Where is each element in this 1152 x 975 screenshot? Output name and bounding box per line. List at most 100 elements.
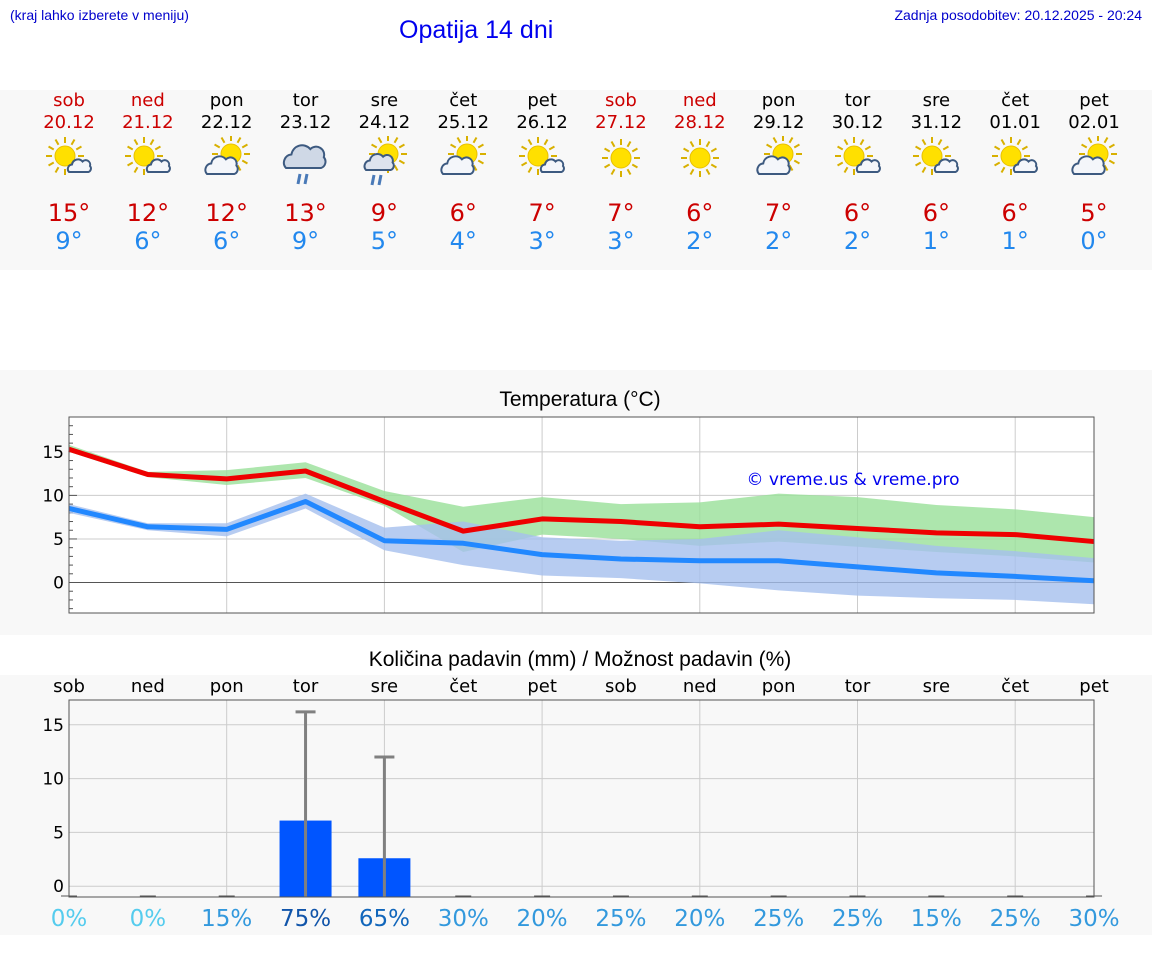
day-name: ned — [130, 90, 165, 111]
min-temp: 9° — [55, 227, 83, 255]
weather-icon — [756, 136, 802, 175]
partly-cloudy-icon — [756, 136, 802, 175]
probability-label: 25% — [990, 906, 1041, 932]
weather-icon — [46, 137, 92, 175]
weather-icon — [1071, 136, 1118, 175]
weather-icon — [519, 137, 566, 175]
y-tick-label: 5 — [53, 823, 64, 843]
probability-label: 25% — [832, 906, 883, 932]
day-name: tor — [844, 90, 871, 111]
category-label: čet — [449, 676, 477, 697]
max-temp: 7° — [528, 199, 556, 227]
max-temp: 7° — [765, 199, 793, 227]
watermark: © vreme.us & vreme.pro — [746, 470, 959, 490]
sun-cloud-icon — [519, 137, 566, 175]
day-date: 24.12 — [358, 112, 411, 133]
temperature-chart-title: Temperatura (°C) — [499, 388, 661, 411]
forecast-strip: sob 20.12 15° 9° ned 21.12 12° 6° pon 22.12 12° 6° t… — [0, 90, 1152, 270]
weather-icon — [204, 136, 250, 175]
probability-label: 0% — [130, 906, 167, 932]
probability-label: 0% — [51, 906, 88, 932]
y-tick-label: 15 — [42, 443, 64, 463]
day-date: 20.12 — [43, 112, 95, 133]
max-temp: 9° — [370, 199, 399, 227]
day-name: tor — [292, 90, 319, 111]
day-date: 29.12 — [752, 112, 805, 133]
min-temp: 2° — [686, 227, 714, 255]
max-temp: 6° — [1001, 199, 1029, 227]
max-temp: 6° — [922, 199, 950, 227]
weather-icon — [601, 139, 640, 177]
max-temp: 12° — [205, 199, 248, 227]
day-date: 23.12 — [279, 112, 332, 133]
location-hint: (kraj lahko izberete v meniju) — [10, 7, 189, 23]
sun-cloud-icon — [834, 137, 881, 175]
day-name: pon — [209, 90, 244, 111]
day-name: čet — [1001, 90, 1030, 111]
y-tick-label: 0 — [53, 574, 64, 594]
y-tick-label: 5 — [53, 530, 64, 550]
probability-label: 65% — [359, 906, 410, 932]
plot-area — [69, 700, 1094, 897]
min-temp: 4° — [449, 227, 477, 255]
min-range-band — [69, 493, 1095, 605]
max-temp: 12° — [126, 199, 170, 227]
category-label: tor — [845, 676, 871, 697]
weather-icon — [282, 144, 327, 185]
weather-icon — [440, 136, 487, 175]
category-label: ned — [131, 676, 165, 697]
sun-icon — [680, 139, 719, 177]
day-name: čet — [449, 90, 478, 111]
y-tick-label: 15 — [42, 716, 64, 736]
sun-cloud-icon — [992, 137, 1039, 175]
page-title: Opatija 14 dni — [399, 16, 554, 44]
max-temp: 6° — [449, 199, 477, 227]
min-temp-line — [68, 498, 1095, 584]
min-temp: 1° — [1001, 227, 1029, 255]
max-temp: 6° — [686, 199, 714, 227]
day-date: 30.12 — [831, 112, 884, 133]
category-label: sob — [605, 676, 637, 697]
day-name: pet — [527, 90, 557, 111]
plot-frame — [68, 416, 1095, 614]
weather-icon — [913, 137, 960, 175]
min-temp: 6° — [134, 227, 162, 255]
probability-label: 20% — [674, 906, 725, 932]
plot-frame — [68, 699, 1095, 898]
category-label: sre — [923, 676, 950, 697]
min-temp: 6° — [213, 227, 241, 255]
min-temp: 9° — [291, 227, 320, 255]
y-tick-label: 0 — [53, 877, 64, 897]
day-date: 26.12 — [516, 112, 568, 133]
y-tick-label: 10 — [42, 770, 64, 790]
category-label: pet — [527, 676, 557, 697]
min-temp: 2° — [765, 227, 793, 255]
max-temp: 5° — [1080, 199, 1108, 227]
sun-cloud-icon — [913, 137, 960, 175]
day-name: sob — [605, 90, 637, 111]
sun-cloud-rain-icon — [363, 136, 408, 186]
probability-label: 15% — [911, 906, 962, 932]
weather-icon — [363, 136, 408, 186]
day-date: 25.12 — [437, 112, 490, 133]
max-temp: 13° — [284, 199, 327, 227]
category-label: pon — [210, 676, 244, 697]
max-temp-line — [68, 446, 1095, 545]
max-range-band — [69, 444, 1095, 563]
day-name: sre — [922, 90, 951, 111]
max-temp: 15° — [47, 199, 91, 227]
min-temp: 5° — [370, 227, 399, 255]
category-label: sre — [371, 676, 398, 697]
probability-label: 20% — [517, 906, 568, 932]
category-label: pon — [762, 676, 796, 697]
probability-label: 30% — [438, 906, 489, 932]
probability-label: 25% — [753, 906, 804, 932]
precipitation-chart-title: Količina padavin (mm) / Možnost padavin … — [368, 648, 792, 671]
partly-cloudy-icon — [204, 136, 250, 175]
sun-icon — [601, 139, 640, 177]
partly-cloudy-icon — [440, 136, 487, 175]
day-date: 22.12 — [200, 112, 253, 133]
day-date: 28.12 — [674, 112, 726, 133]
day-date: 01.01 — [989, 112, 1041, 133]
category-label: ned — [683, 676, 717, 697]
